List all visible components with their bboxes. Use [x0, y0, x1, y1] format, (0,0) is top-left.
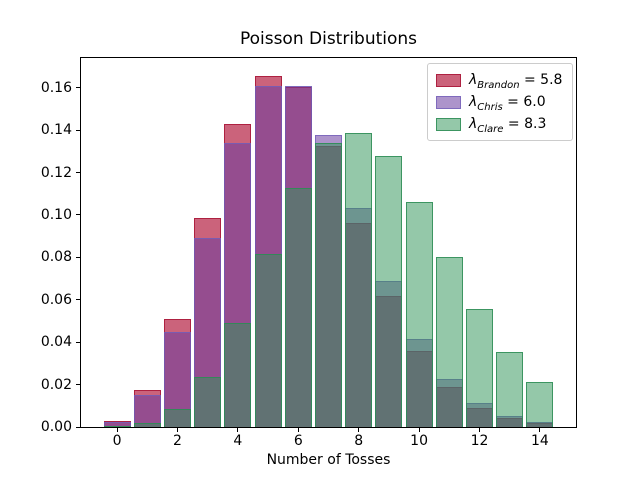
x-tick-label-2: 2 — [173, 433, 182, 449]
x-tick-mark-2 — [177, 428, 178, 432]
bar-clare-x10 — [405, 201, 433, 427]
bar-chris-x1 — [133, 395, 161, 427]
x-tick-label-10: 10 — [410, 433, 428, 449]
legend-item-chris: λChris = 6.0 — [436, 94, 564, 113]
y-tick-mark-0.02 — [76, 384, 80, 386]
bar-clare-x14 — [526, 382, 554, 427]
bar-clare-x8 — [345, 132, 373, 427]
x-tick-label-0: 0 — [112, 433, 122, 449]
bar-clare-x12 — [465, 309, 494, 427]
x-tick-label-12: 12 — [470, 433, 489, 449]
bar-clare-x1 — [133, 422, 161, 427]
bar-clare-x6 — [284, 187, 312, 427]
x-tick-label-6: 6 — [293, 433, 303, 449]
x-tick-mark-0 — [116, 428, 118, 432]
x-axis-label: Number of Tosses — [266, 452, 391, 468]
bar-clare-x2 — [163, 408, 192, 427]
x-tick-label-4: 4 — [233, 433, 243, 449]
x-tick-mark-6 — [297, 428, 299, 432]
legend-item-clare: λClare = 8.3 — [436, 116, 564, 135]
x-tick-mark-12 — [479, 428, 480, 432]
x-tick-mark-8 — [358, 428, 360, 432]
y-tick-mark-0.12 — [76, 172, 80, 173]
legend-label-chris: λChris = 6.0 — [469, 94, 546, 113]
legend: λBrandon = 5.8 λChris = 6.0 λClare = 8.3 — [427, 63, 573, 141]
y-tick-label-0.12: 0.12 — [40, 164, 72, 181]
chart-title: Poisson Distributions — [239, 29, 418, 49]
legend-swatch-clare — [436, 117, 461, 131]
x-tick-mark-14 — [539, 428, 541, 432]
x-tick-mark-10 — [418, 428, 420, 432]
bar-clare-x5 — [254, 253, 282, 427]
legend-swatch-chris — [436, 95, 461, 109]
y-tick-mark-0.08 — [76, 256, 80, 258]
bar-clare-x13 — [496, 351, 524, 427]
legend-item-brandon: λBrandon = 5.8 — [436, 72, 564, 91]
y-tick-mark-0.06 — [76, 299, 80, 301]
x-tick-mark-4 — [237, 428, 239, 432]
bar-clare-x7 — [314, 143, 343, 427]
y-tick-label-0.02: 0.02 — [40, 376, 72, 393]
y-tick-mark-0.10 — [76, 214, 80, 216]
y-tick-mark-0.04 — [76, 341, 80, 343]
bar-clare-x4 — [224, 322, 252, 427]
bar-clare-x0 — [103, 426, 131, 427]
y-tick-label-0.16: 0.16 — [40, 79, 72, 96]
legend-label-clare: λClare = 8.3 — [469, 116, 547, 135]
legend-swatch-brandon — [436, 73, 461, 87]
bar-clare-x11 — [435, 256, 463, 427]
y-tick-label-0.10: 0.10 — [40, 206, 72, 223]
y-tick-label-0.14: 0.14 — [40, 122, 72, 139]
y-tick-mark-0.14 — [76, 129, 80, 131]
x-tick-label-14: 14 — [530, 433, 549, 449]
legend-label-brandon: λBrandon = 5.8 — [469, 72, 563, 91]
bar-clare-x3 — [194, 376, 222, 427]
x-tick-label-8: 8 — [354, 433, 364, 449]
y-tick-label-0.00: 0.00 — [40, 419, 72, 435]
bar-chris-x0 — [103, 421, 131, 427]
y-tick-mark-0.00 — [76, 426, 80, 428]
y-tick-label-0.08: 0.08 — [40, 249, 72, 266]
y-tick-label-0.04: 0.04 — [40, 334, 72, 351]
bar-clare-x9 — [375, 155, 403, 427]
y-tick-mark-0.16 — [76, 87, 80, 89]
y-tick-label-0.06: 0.06 — [40, 291, 72, 308]
